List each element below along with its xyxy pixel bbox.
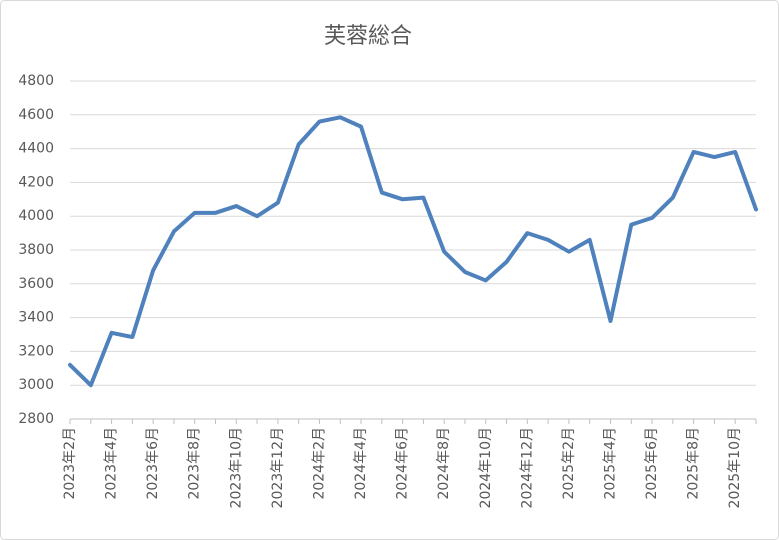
y-tick-label: 3200 [18,343,54,359]
x-tick-label: 2025年8月 [686,427,702,500]
y-tick-label: 3000 [18,377,54,393]
y-tick-label: 4600 [18,107,54,123]
x-tick-label: 2023年2月 [62,427,78,500]
x-tick-label: 2024年12月 [519,427,535,508]
x-tick-label: 2025年6月 [644,427,660,500]
x-tick-label: 2024年4月 [353,427,369,500]
chart-title: 芙蓉総合 [324,24,412,49]
y-tick-label: 2800 [18,411,54,427]
x-tick-label: 2023年8月 [187,427,203,500]
x-tick-label: 2025年2月 [561,427,577,500]
x-tick-label: 2025年4月 [602,427,618,500]
y-tick-label: 4200 [18,174,54,190]
y-tick-label: 3800 [18,242,54,258]
x-tick-label: 2023年10月 [228,427,244,508]
y-tick-label: 4400 [18,141,54,157]
x-tick-label: 2025年10月 [727,427,743,508]
y-tick-label: 3400 [18,310,54,326]
y-tick-label: 4800 [18,73,54,89]
x-tick-label: 2024年6月 [395,427,411,500]
x-tick-label: 2023年12月 [270,427,286,508]
y-tick-label: 4000 [18,208,54,224]
x-tick-label: 2023年6月 [145,427,161,500]
series-line [68,115,758,388]
x-tick-label: 2024年8月 [436,427,452,500]
x-tick-label: 2024年10月 [478,427,494,508]
y-tick-label: 3600 [18,276,54,292]
x-tick-label: 2024年2月 [311,427,327,500]
x-tick-label: 2023年4月 [104,427,120,500]
